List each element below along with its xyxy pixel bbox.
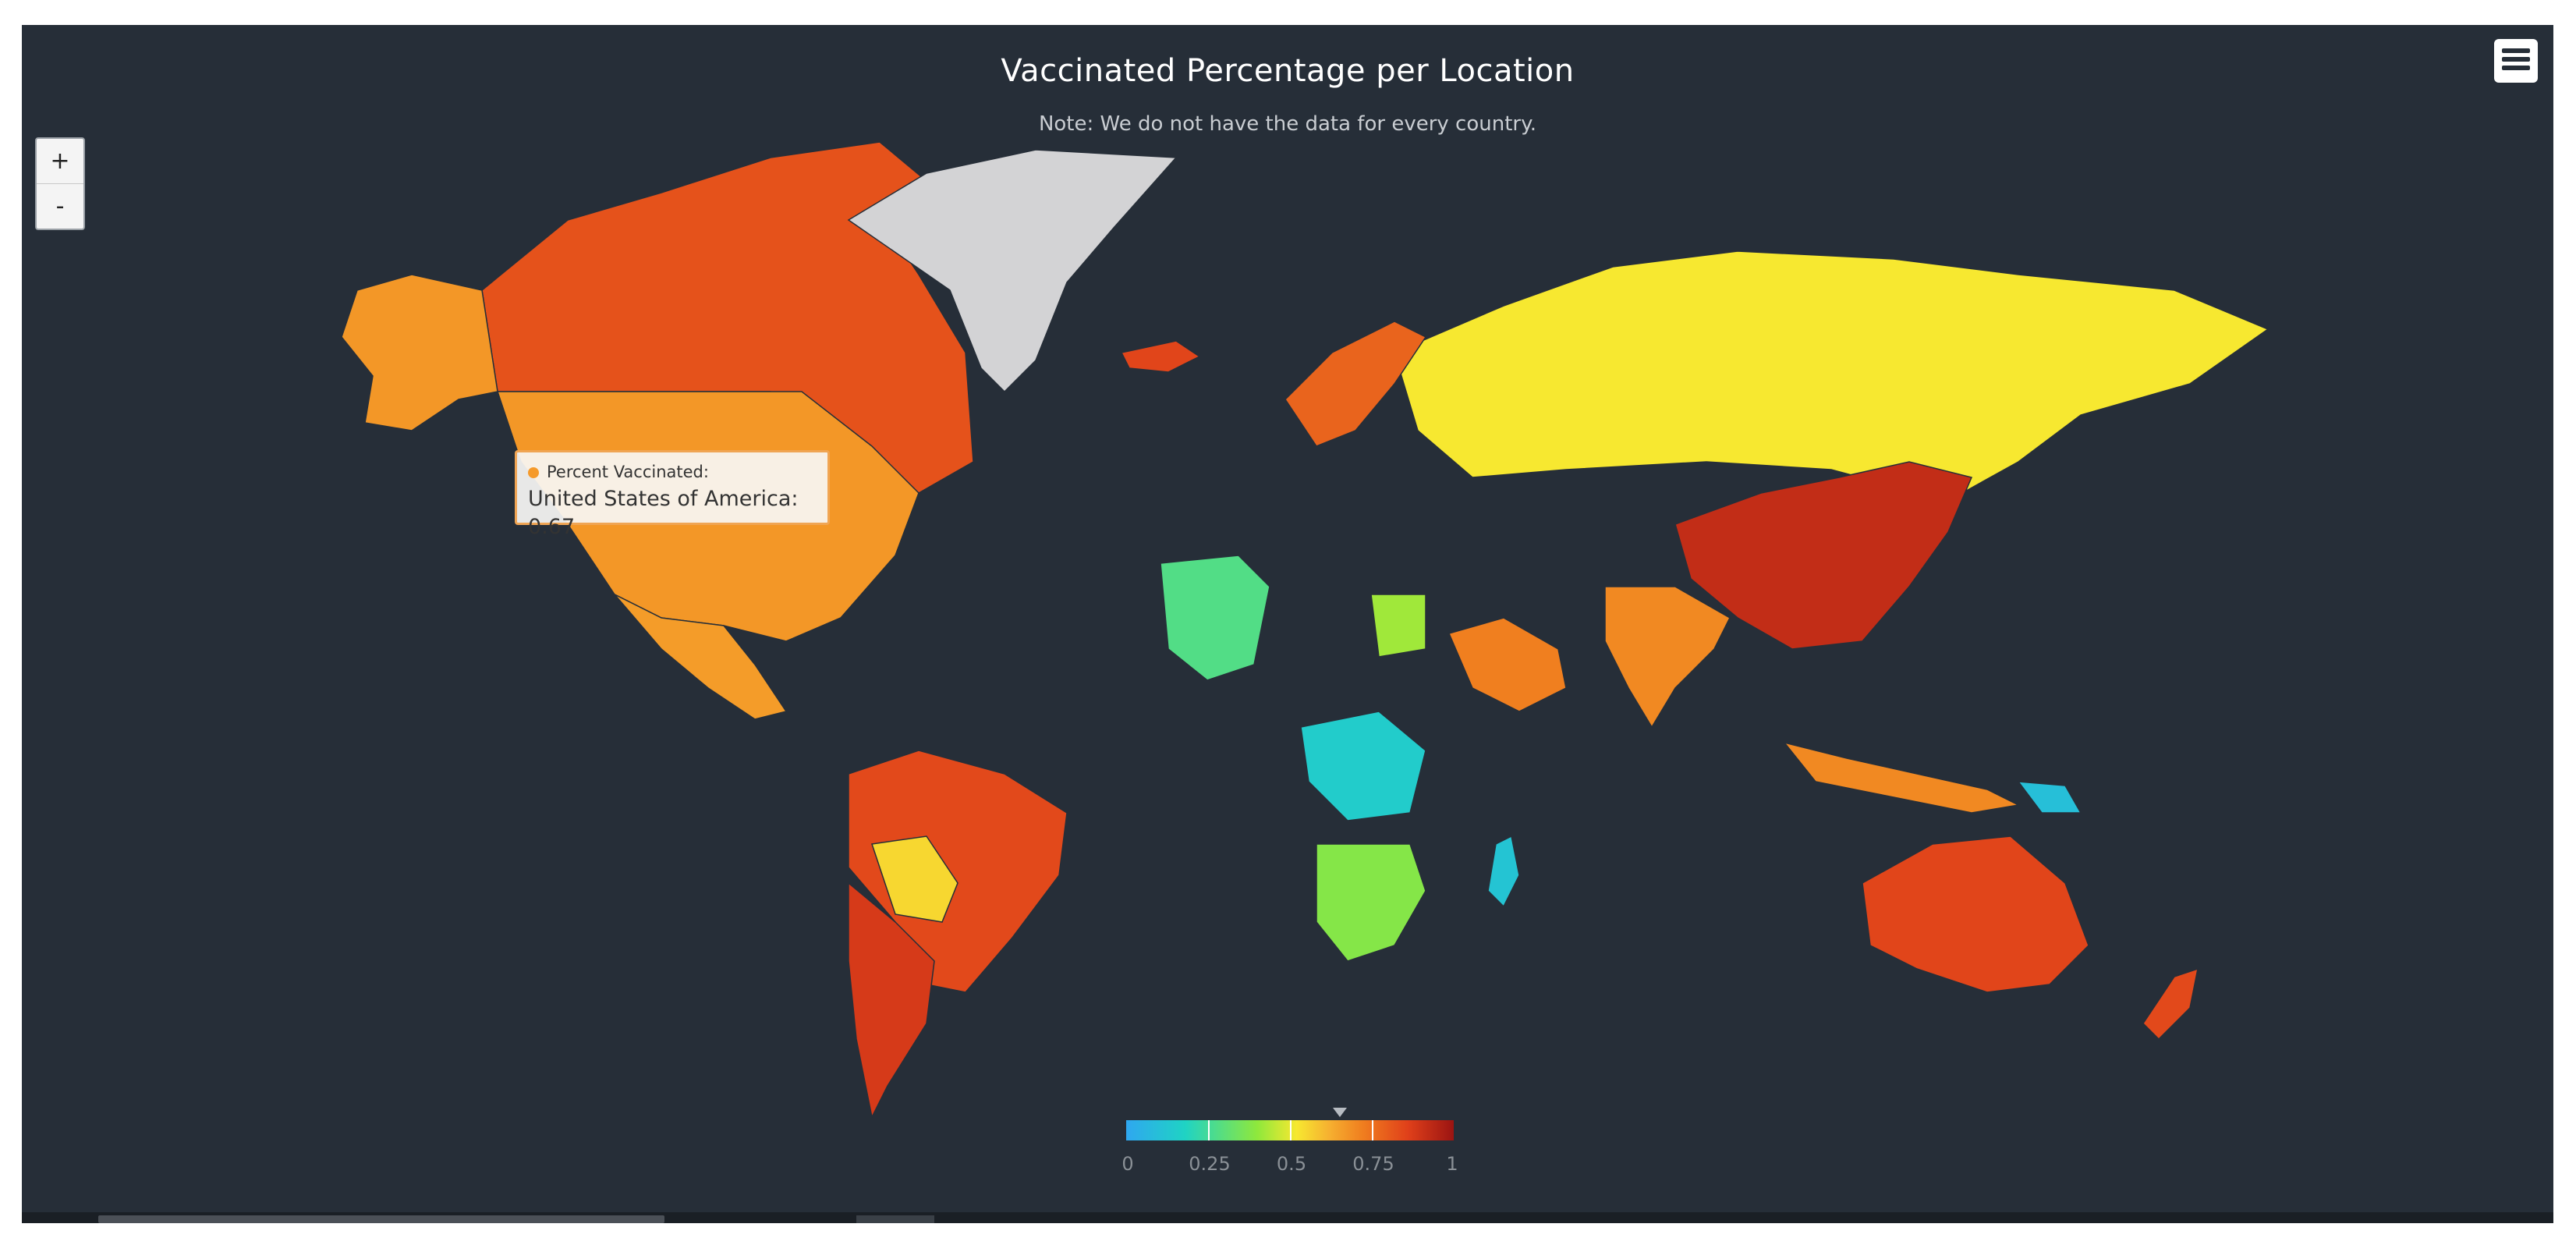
tooltip-series-label: Percent Vaccinated: bbox=[547, 463, 709, 481]
legend-label-3: 0.75 bbox=[1352, 1153, 1394, 1175]
horizontal-scrollbar[interactable] bbox=[22, 1212, 2553, 1223]
menu-line bbox=[2502, 48, 2530, 53]
scrollbar-segment bbox=[856, 1215, 934, 1223]
legend-tick bbox=[1208, 1120, 1210, 1140]
region-australia[interactable] bbox=[1862, 835, 2089, 993]
region-alaska-usa[interactable] bbox=[341, 274, 498, 431]
legend-hover-marker bbox=[1333, 1108, 1347, 1117]
country-tooltip: Percent Vaccinated: United States of Ame… bbox=[515, 450, 830, 539]
region-bolivia[interactable] bbox=[871, 835, 958, 923]
zoom-in-button[interactable]: + bbox=[50, 147, 70, 175]
region-indonesia[interactable] bbox=[1783, 741, 2021, 814]
region-south-africa[interactable] bbox=[1316, 843, 1426, 962]
region-scandinavia[interactable] bbox=[1284, 321, 1427, 447]
region-saudi-arabia[interactable] bbox=[1447, 617, 1567, 712]
series-dot-icon bbox=[528, 467, 539, 478]
legend-tick bbox=[1290, 1120, 1292, 1140]
map-container: Vaccinated Percentage per Location Note:… bbox=[22, 25, 2553, 1223]
world-map[interactable] bbox=[22, 25, 2553, 1223]
region-china[interactable] bbox=[1674, 461, 1973, 650]
scrollbar-thumb[interactable] bbox=[98, 1215, 664, 1223]
region-new-zealand[interactable] bbox=[2142, 967, 2199, 1041]
map-title: Vaccinated Percentage per Location bbox=[1001, 53, 1575, 89]
legend-label-4: 1 bbox=[1446, 1153, 1458, 1175]
color-legend: 0 0.25 0.5 0.75 1 bbox=[1118, 1108, 1462, 1203]
menu-line bbox=[2502, 66, 2530, 70]
region-iceland[interactable] bbox=[1120, 340, 1201, 373]
zoom-controls: + - bbox=[35, 137, 85, 230]
region-mexico[interactable] bbox=[614, 594, 788, 720]
legend-tick bbox=[1372, 1120, 1373, 1140]
region-greenland[interactable] bbox=[847, 149, 1178, 393]
region-papua-new-guinea[interactable] bbox=[2017, 781, 2082, 814]
legend-label-2: 0.5 bbox=[1276, 1153, 1307, 1175]
region-india[interactable] bbox=[1604, 586, 1731, 729]
tooltip-value: United States of America: 0.67 bbox=[528, 487, 799, 539]
region-algeria[interactable] bbox=[1160, 555, 1270, 681]
region-dr-congo[interactable] bbox=[1300, 711, 1426, 821]
menu-line bbox=[2502, 57, 2530, 62]
region-russia[interactable] bbox=[1394, 250, 2270, 502]
map-subtitle: Note: We do not have the data for every … bbox=[1038, 112, 1537, 136]
legend-label-1: 0.25 bbox=[1189, 1153, 1231, 1175]
zoom-out-button[interactable]: - bbox=[37, 183, 83, 229]
region-egypt[interactable] bbox=[1370, 594, 1426, 658]
region-argentina[interactable] bbox=[848, 881, 935, 1119]
hamburger-menu-icon[interactable] bbox=[2494, 39, 2538, 83]
legend-label-0: 0 bbox=[1121, 1153, 1134, 1175]
region-madagascar[interactable] bbox=[1487, 835, 1520, 908]
